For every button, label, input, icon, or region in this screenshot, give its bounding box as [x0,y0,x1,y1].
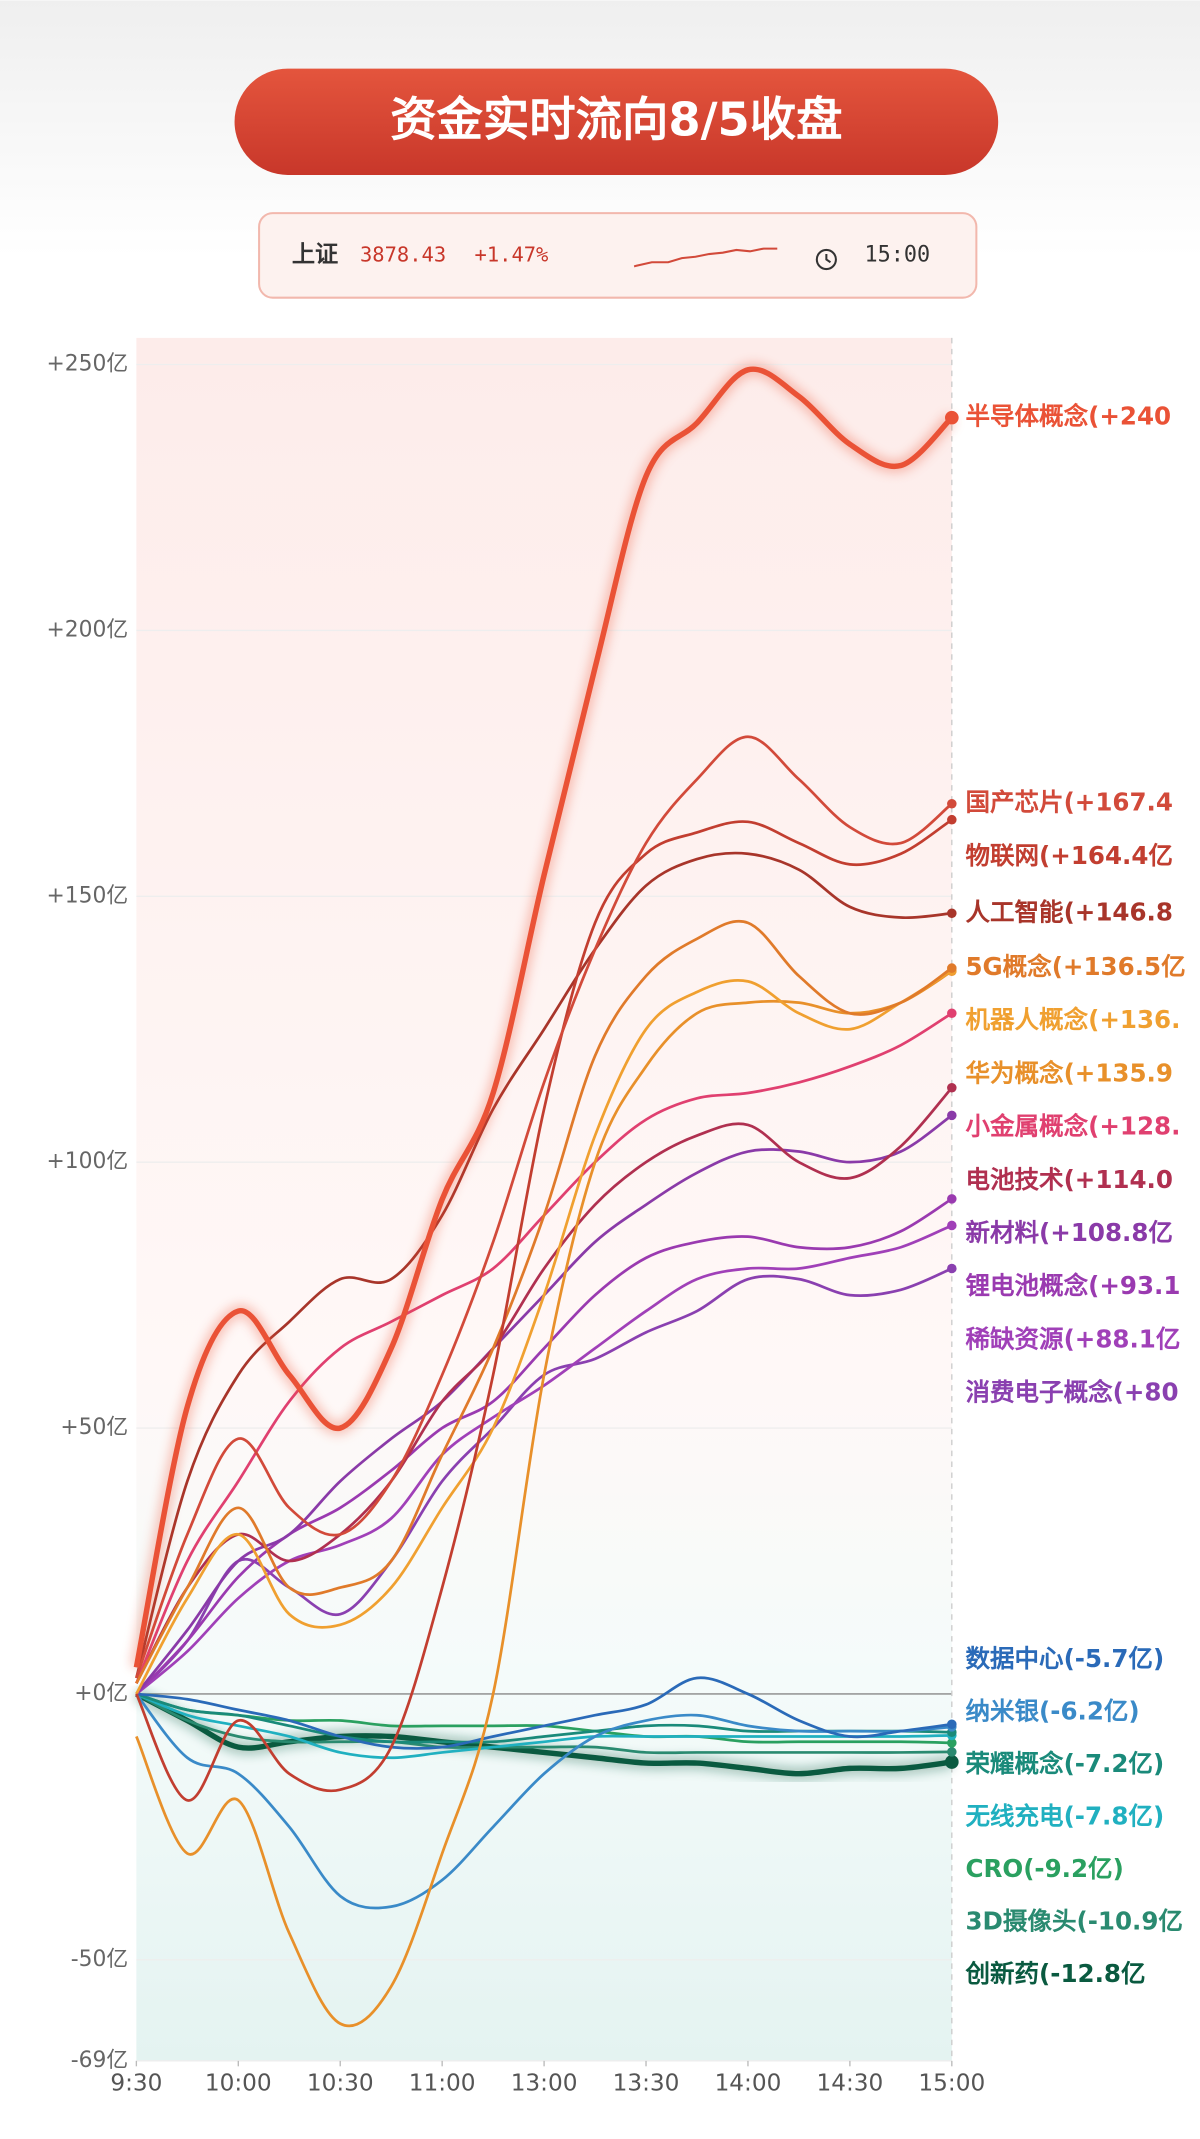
series-label: 荣耀概念(-7.2亿) [965,1749,1164,1778]
x-tick-label: 15:00 [918,2070,985,2097]
series-line [135,1691,953,1777]
index-value: 3878.43 [360,242,446,266]
end-dot [947,798,957,809]
end-dot [947,1747,957,1757]
series-line [136,1676,953,1750]
series-label: 5G概念(+136.5亿 [965,952,1185,981]
x-tick-label: 14:30 [816,2070,883,2097]
series-line [135,851,952,1679]
series-line [135,1693,952,1910]
series-label: 纳米银(-6.2亿) [965,1696,1139,1725]
x-tick-label: 9:30 [110,2070,162,2097]
series-label: 人工智能(+146.8 [965,897,1173,926]
x-tick-label: 13:00 [511,2070,578,2097]
y-tick-label: +100亿 [47,1149,129,1174]
series-label: 国产芯片(+167.4 [965,788,1173,817]
y-tick-label: -69亿 [71,2048,128,2073]
end-dot [947,1263,957,1274]
series-line [135,818,953,1802]
end-dot [947,1110,957,1121]
series-label: 消费电子概念(+80 [965,1378,1178,1407]
series-label: 3D摄像头(-10.9亿 [965,1906,1182,1935]
series-line [135,735,953,1679]
series-label: 锂电池概念(+93.1 [965,1271,1180,1300]
series-line [133,366,954,1668]
series-label: 华为概念(+135.9 [965,1058,1173,1087]
end-dot [947,908,957,919]
series-line [135,1086,953,1684]
index-name: 上证 [292,241,338,268]
series-label: 创新药(-12.8亿 [964,1959,1145,1988]
x-tick-label: 10:00 [205,2070,272,2097]
sparkline [633,247,778,268]
series-label: 无线充电(-7.8亿) [965,1801,1164,1830]
series-label: 机器人概念(+136. [965,1005,1180,1034]
x-tick-label: 11:00 [409,2070,476,2097]
y-tick-label: +0亿 [74,1681,128,1706]
x-tick-label: 13:30 [613,2070,680,2097]
series-label: 物联网(+164.4亿 [965,841,1173,870]
end-dot [947,1719,957,1730]
end-dot [945,1755,959,1769]
end-dot [947,814,957,825]
series-line [135,1114,953,1695]
y-tick-label: +50亿 [60,1415,128,1440]
series-label: 小金属概念(+128. [965,1112,1180,1141]
series-line [135,1197,953,1695]
end-dot [947,1194,957,1204]
clock-icon [815,248,837,271]
info-box [258,212,978,299]
end-dot [947,1082,957,1093]
plot-background [136,337,952,2061]
y-tick-label: -50亿 [71,1947,128,1972]
title: 资金实时流向8/5收盘 [390,93,842,147]
end-dot [947,1220,957,1231]
series-label: 新材料(+108.8亿 [965,1218,1173,1247]
end-dot [945,410,959,425]
series-line [135,1012,953,1684]
series-label: 稀缺资源(+88.1亿 [965,1324,1180,1353]
end-dot [947,963,957,973]
series-label: CRO(-9.2亿) [965,1854,1123,1883]
series-label: 半导体概念(+240 [965,402,1171,431]
series-line [135,1692,952,1755]
clock-hands [825,254,832,264]
x-tick-label: 14:00 [715,2070,782,2097]
series-label: 数据中心(-5.7亿) [965,1644,1164,1673]
y-tick-label: +200亿 [47,617,129,642]
series-line [135,1692,952,1760]
series-line [135,969,953,1695]
index-change: +1.47% [475,242,549,266]
series-line [135,970,953,2028]
series-label: 电池技术(+114.0 [965,1165,1173,1194]
title-pill [234,68,999,175]
end-dot [947,1008,957,1019]
y-tick-label: +250亿 [47,351,129,376]
end-dot [947,1738,957,1748]
series-line [135,920,953,1684]
x-tick-label: 10:30 [307,2070,374,2097]
time: 15:00 [865,242,931,267]
y-tick-label: +150亿 [47,883,129,908]
